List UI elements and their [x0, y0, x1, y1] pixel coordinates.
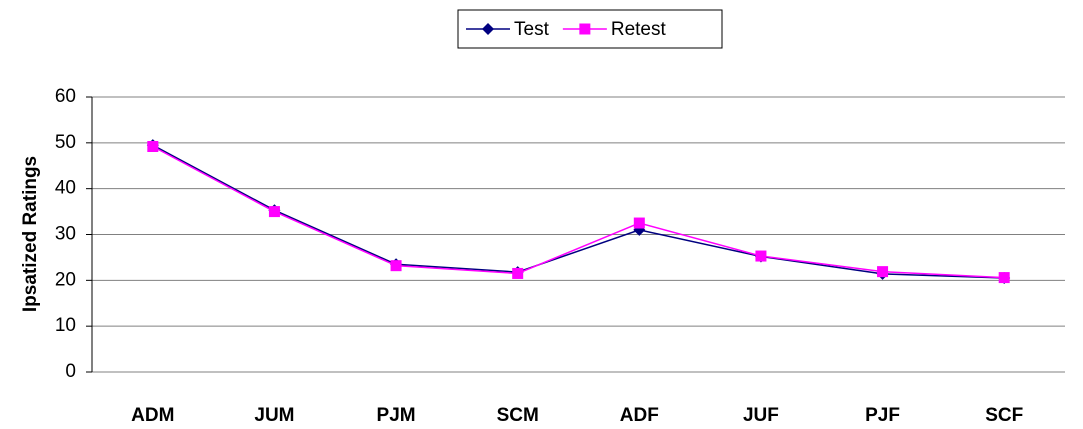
series-line [152, 144, 1005, 279]
x-tick-label: JUF [743, 405, 779, 426]
point [998, 272, 1010, 284]
y-tick-label: 10 [55, 315, 76, 336]
legend-label: Test [514, 19, 550, 40]
x-tick-label: JUM [254, 405, 294, 426]
x-tick-label: PJM [377, 405, 416, 426]
series-line [152, 145, 1005, 279]
x-tick-label: ADF [620, 405, 659, 426]
legend-label: Retest [611, 19, 667, 40]
x-tick-label: SCM [497, 405, 539, 426]
y-tick-label: 0 [65, 361, 76, 382]
x-tick-label: SCF [985, 405, 1023, 426]
y-tick-label: 50 [55, 132, 76, 153]
point [755, 250, 767, 262]
point [877, 266, 889, 278]
point [147, 141, 159, 152]
x-tick-label: ADM [131, 405, 174, 426]
y-tick-label: 60 [55, 86, 76, 107]
y-axis-label: Ipsatized Ratings [20, 156, 41, 312]
x-tick-label: PJF [865, 405, 900, 426]
y-tick-label: 40 [55, 178, 76, 199]
y-tick-label: 20 [55, 269, 76, 290]
legend-marker [482, 23, 494, 35]
point [268, 206, 280, 218]
y-tick-label: 30 [55, 224, 76, 245]
point [633, 217, 645, 229]
legend-marker [579, 23, 591, 35]
point [512, 267, 524, 279]
point [390, 260, 402, 272]
